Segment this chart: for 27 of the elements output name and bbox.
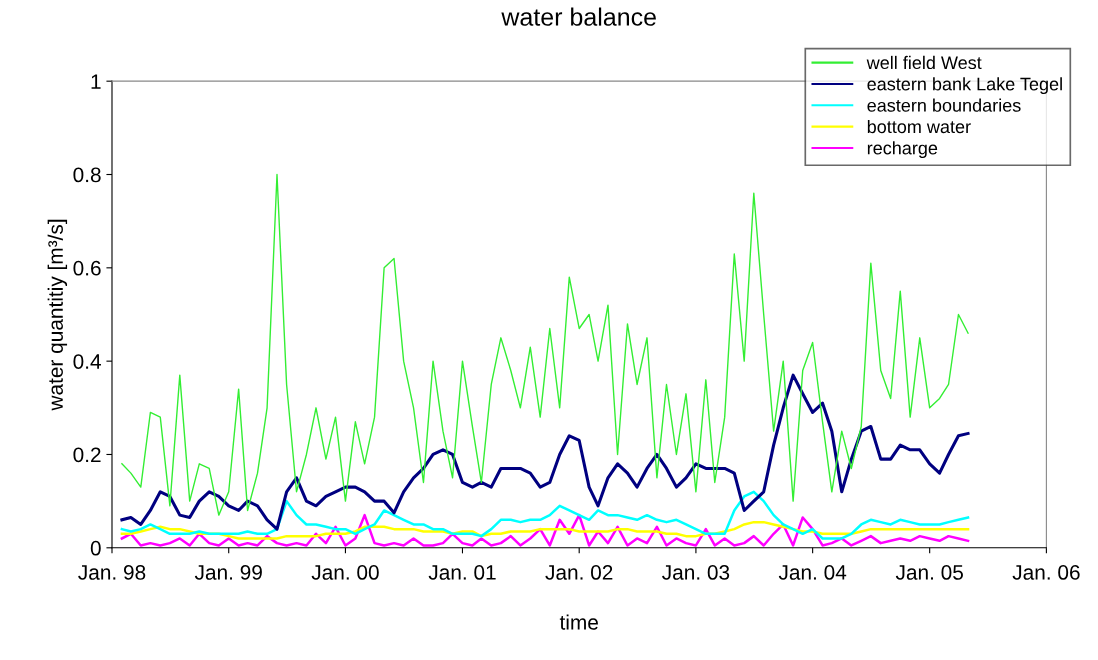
line-series <box>120 513 970 547</box>
legend-label: well field West <box>866 55 982 70</box>
x-tick-label: Jan. 06 <box>1012 565 1080 580</box>
legend-label: recharge <box>867 141 938 159</box>
legend-label: eastern bank Lake Tegel <box>867 77 1062 95</box>
x-tick-label: Jan. 99 <box>194 565 262 580</box>
x-tick-label: Jan. 01 <box>428 565 496 580</box>
y-tick-label: 0 <box>90 540 101 556</box>
chart-title: water balance <box>501 7 656 26</box>
x-tick-label: Jan. 05 <box>895 565 963 580</box>
legend-label: bottom water <box>867 119 971 134</box>
x-tick-label: Jan. 04 <box>778 565 847 580</box>
y-tick-label: 0.6 <box>73 260 101 276</box>
x-tick-label: Jan. 00 <box>311 565 379 580</box>
x-tick-label: Jan. 03 <box>662 565 730 580</box>
line-series <box>121 173 969 516</box>
y-tick-label: 0.8 <box>73 167 101 183</box>
y-tick-label: 0.2 <box>73 447 101 463</box>
y-axis-title: water quantitiy [m³/s] <box>47 219 68 411</box>
x-tick-label: Jan. 02 <box>545 565 613 580</box>
x-tick-label: Jan. 98 <box>78 565 146 580</box>
y-tick-label: 1 <box>91 74 101 89</box>
legend-label: eastern boundaries <box>867 98 1021 112</box>
x-axis-title: time <box>559 614 598 630</box>
line-series <box>120 373 970 531</box>
line-series <box>120 490 970 540</box>
y-tick-label: 0.4 <box>73 354 101 369</box>
